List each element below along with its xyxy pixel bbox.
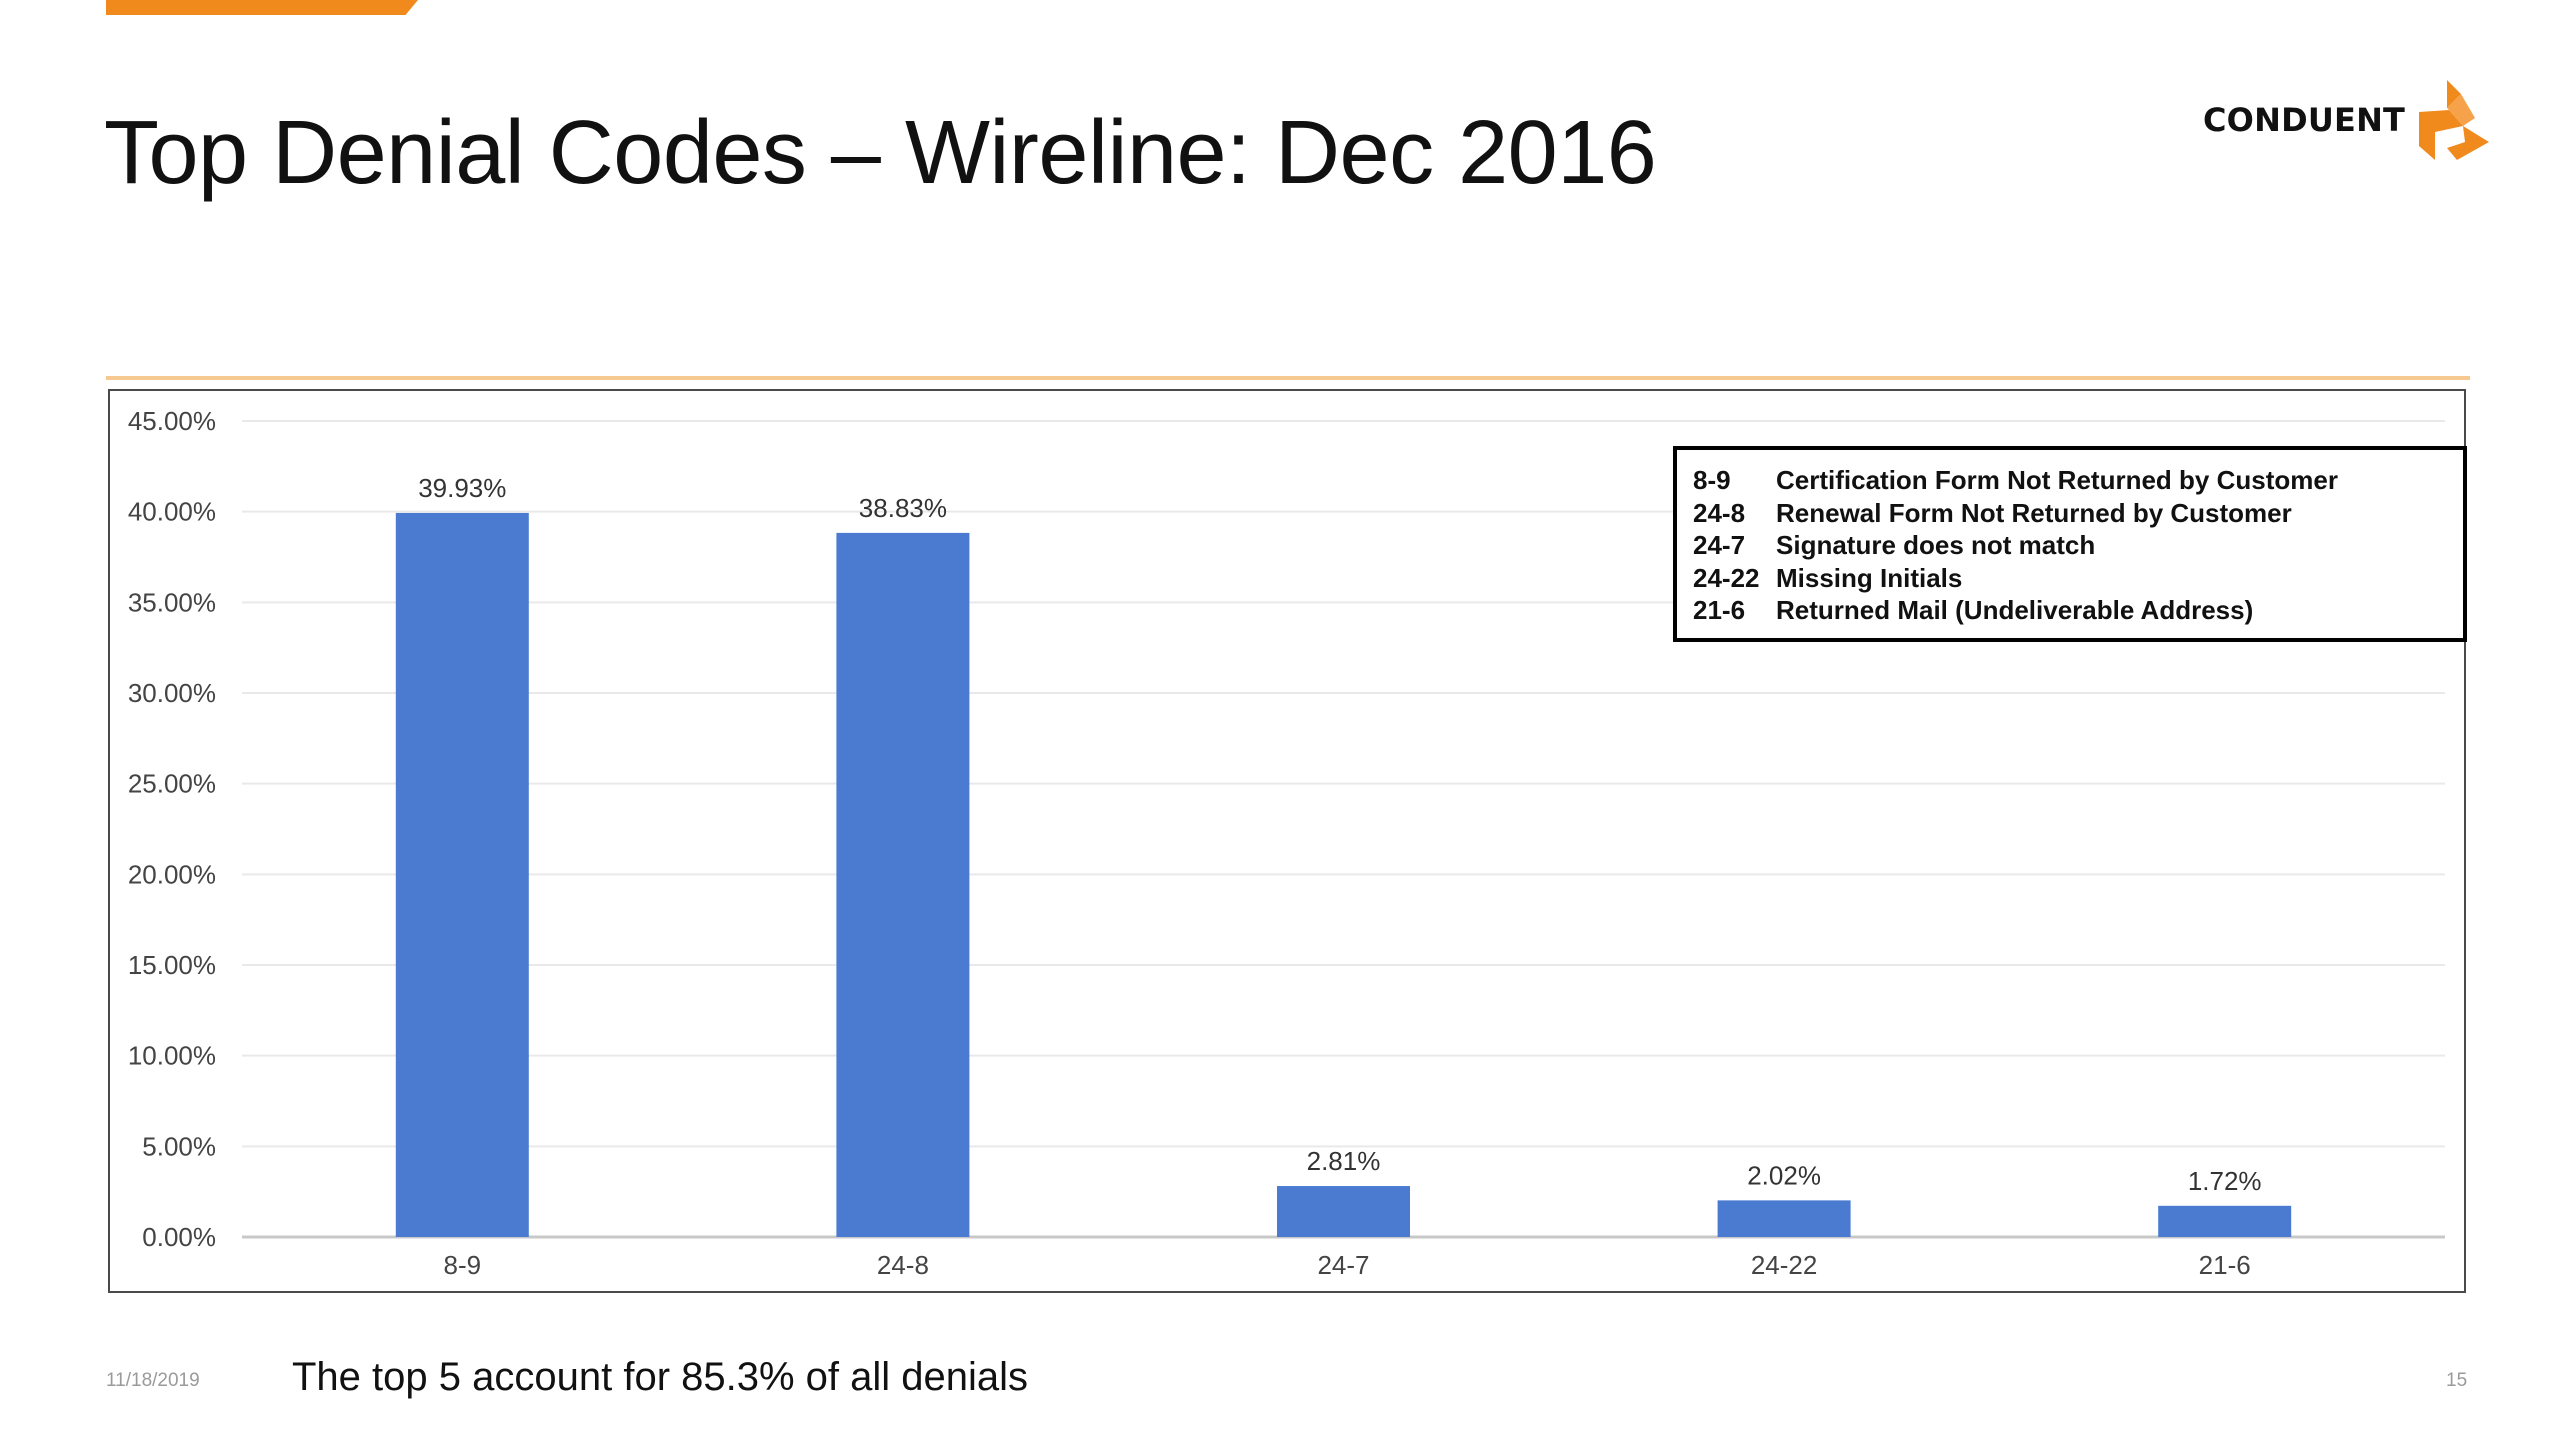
conduent-logo: CONDUENT (2203, 80, 2490, 160)
bar (1277, 1186, 1410, 1237)
top-accent-bar (106, 0, 418, 15)
legend-code: 24-7 (1693, 530, 1746, 560)
legend-code: 8-9 (1693, 465, 1731, 495)
x-tick-label: 24-7 (1317, 1250, 1369, 1280)
bar (2158, 1205, 2292, 1237)
legend-row: 21-6 Returned Mail (Undeliverable Addres… (1693, 594, 2463, 627)
legend-description: Signature does not match (1776, 530, 2096, 560)
legend-description: Renewal Form Not Returned by Customer (1776, 497, 2292, 528)
title-divider (106, 376, 2470, 380)
legend-row: 8-9 Certification Form Not Returned by C… (1693, 464, 2463, 497)
x-tick-label: 24-8 (877, 1250, 929, 1280)
y-tick-label: 40.00% (128, 497, 216, 527)
data-label: 38.83% (859, 493, 947, 523)
y-tick-label: 20.00% (128, 859, 216, 889)
conduent-logo-mark-icon (2419, 80, 2490, 160)
slide-title: Top Denial Codes – Wireline: Dec 2016 (104, 103, 1657, 203)
logo-text: CONDUENT (2203, 101, 2406, 139)
legend-description: Missing Initials (1776, 562, 1963, 593)
y-tick-label: 10.00% (128, 1041, 216, 1071)
page-number: 15 (2446, 1370, 2468, 1391)
y-tick-label: 30.00% (128, 678, 216, 708)
data-label: 2.81% (1307, 1146, 1381, 1176)
y-tick-label: 15.00% (128, 950, 216, 980)
data-label: 39.93% (418, 473, 506, 503)
legend-row: 24-7 Signature does not match (1693, 529, 2463, 562)
legend-code: 21-6 (1693, 595, 1746, 625)
bar (395, 512, 529, 1237)
bar (1717, 1200, 1851, 1237)
legend-description: Returned Mail (Undeliverable Address) (1776, 595, 2254, 625)
footer-note: The top 5 account for 85.3% of all denia… (292, 1355, 1029, 1399)
y-tick-label: 0.00% (142, 1222, 216, 1252)
x-tick-label: 24-22 (1751, 1250, 1818, 1280)
y-tick-label: 45.00% (128, 406, 216, 436)
y-tick-label: 5.00% (142, 1131, 216, 1161)
data-label: 2.02% (1747, 1160, 1821, 1190)
legend-row: 24-8 Renewal Form Not Returned by Custom… (1693, 497, 2463, 530)
data-label: 1.72% (2188, 1166, 2262, 1196)
footer-date: 11/18/2019 (106, 1370, 200, 1391)
chart-legend: 8-9 Certification Form Not Returned by C… (1673, 446, 2467, 642)
bar (836, 532, 970, 1237)
y-tick-label: 35.00% (128, 587, 216, 617)
x-tick-label: 8-9 (444, 1250, 482, 1280)
x-tick-label: 21-6 (2199, 1250, 2251, 1280)
legend-description: Certification Form Not Returned by Custo… (1776, 465, 2338, 495)
y-tick-label: 25.00% (128, 769, 216, 799)
legend-code: 24-8 (1693, 497, 1746, 528)
legend-row: 24-22 Missing Initials (1693, 562, 2463, 595)
legend-code: 24-22 (1693, 562, 1760, 593)
